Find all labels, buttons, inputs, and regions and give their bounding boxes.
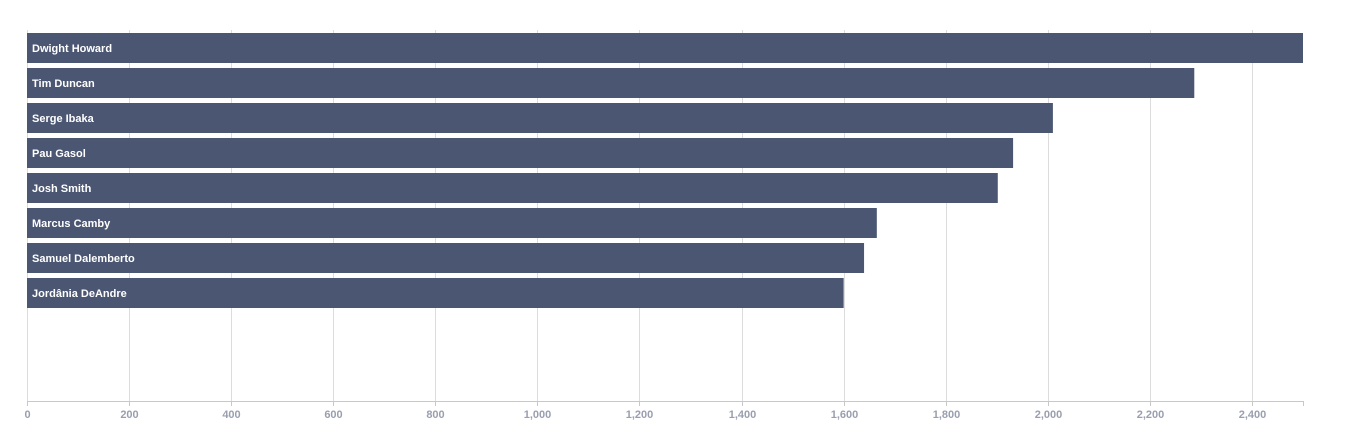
bar-label: Marcus Camby: [32, 218, 111, 230]
x-tick-label: 400: [222, 409, 240, 421]
bar[interactable]: [27, 68, 1195, 98]
bar[interactable]: [27, 173, 998, 203]
bar[interactable]: [27, 243, 865, 273]
bar-label: Pau Gasol: [32, 148, 86, 160]
x-tick-label: 2,000: [1035, 409, 1063, 421]
bar-label: Jordânia DeAndre: [32, 288, 127, 300]
x-tick-label: 1,000: [524, 409, 552, 421]
bar-label: Dwight Howard: [32, 43, 112, 55]
bar[interactable]: [27, 208, 877, 238]
x-axis: 0 200 400 600 800 1,000 1,200 1,400 1,600 1,800 2,…: [24, 401, 1304, 421]
bar-label: Serge Ibaka: [32, 113, 95, 125]
x-tick-label: 1,400: [729, 409, 757, 421]
bar[interactable]: [27, 33, 1303, 63]
bar-label: Josh Smith: [32, 183, 92, 195]
bar-label: Tim Duncan: [32, 78, 95, 90]
bar-label: Samuel Dalemberto: [32, 253, 135, 265]
x-tick-label: 0: [24, 409, 30, 421]
bar[interactable]: [27, 103, 1053, 133]
bar[interactable]: [27, 278, 844, 308]
bar[interactable]: [27, 138, 1014, 168]
x-tick-label: 800: [426, 409, 444, 421]
x-tick-label: 2,200: [1137, 409, 1165, 421]
x-tick-label: 1,800: [933, 409, 961, 421]
x-tick-label: 1,600: [831, 409, 859, 421]
x-tick-label: 1,200: [626, 409, 654, 421]
bars: Dwight Howard Tim Duncan Serge Ibaka Pau Ga…: [27, 33, 1303, 308]
x-tick-label: 200: [120, 409, 138, 421]
x-tick-label: 600: [324, 409, 342, 421]
x-tick-label: 2,400: [1239, 409, 1267, 421]
